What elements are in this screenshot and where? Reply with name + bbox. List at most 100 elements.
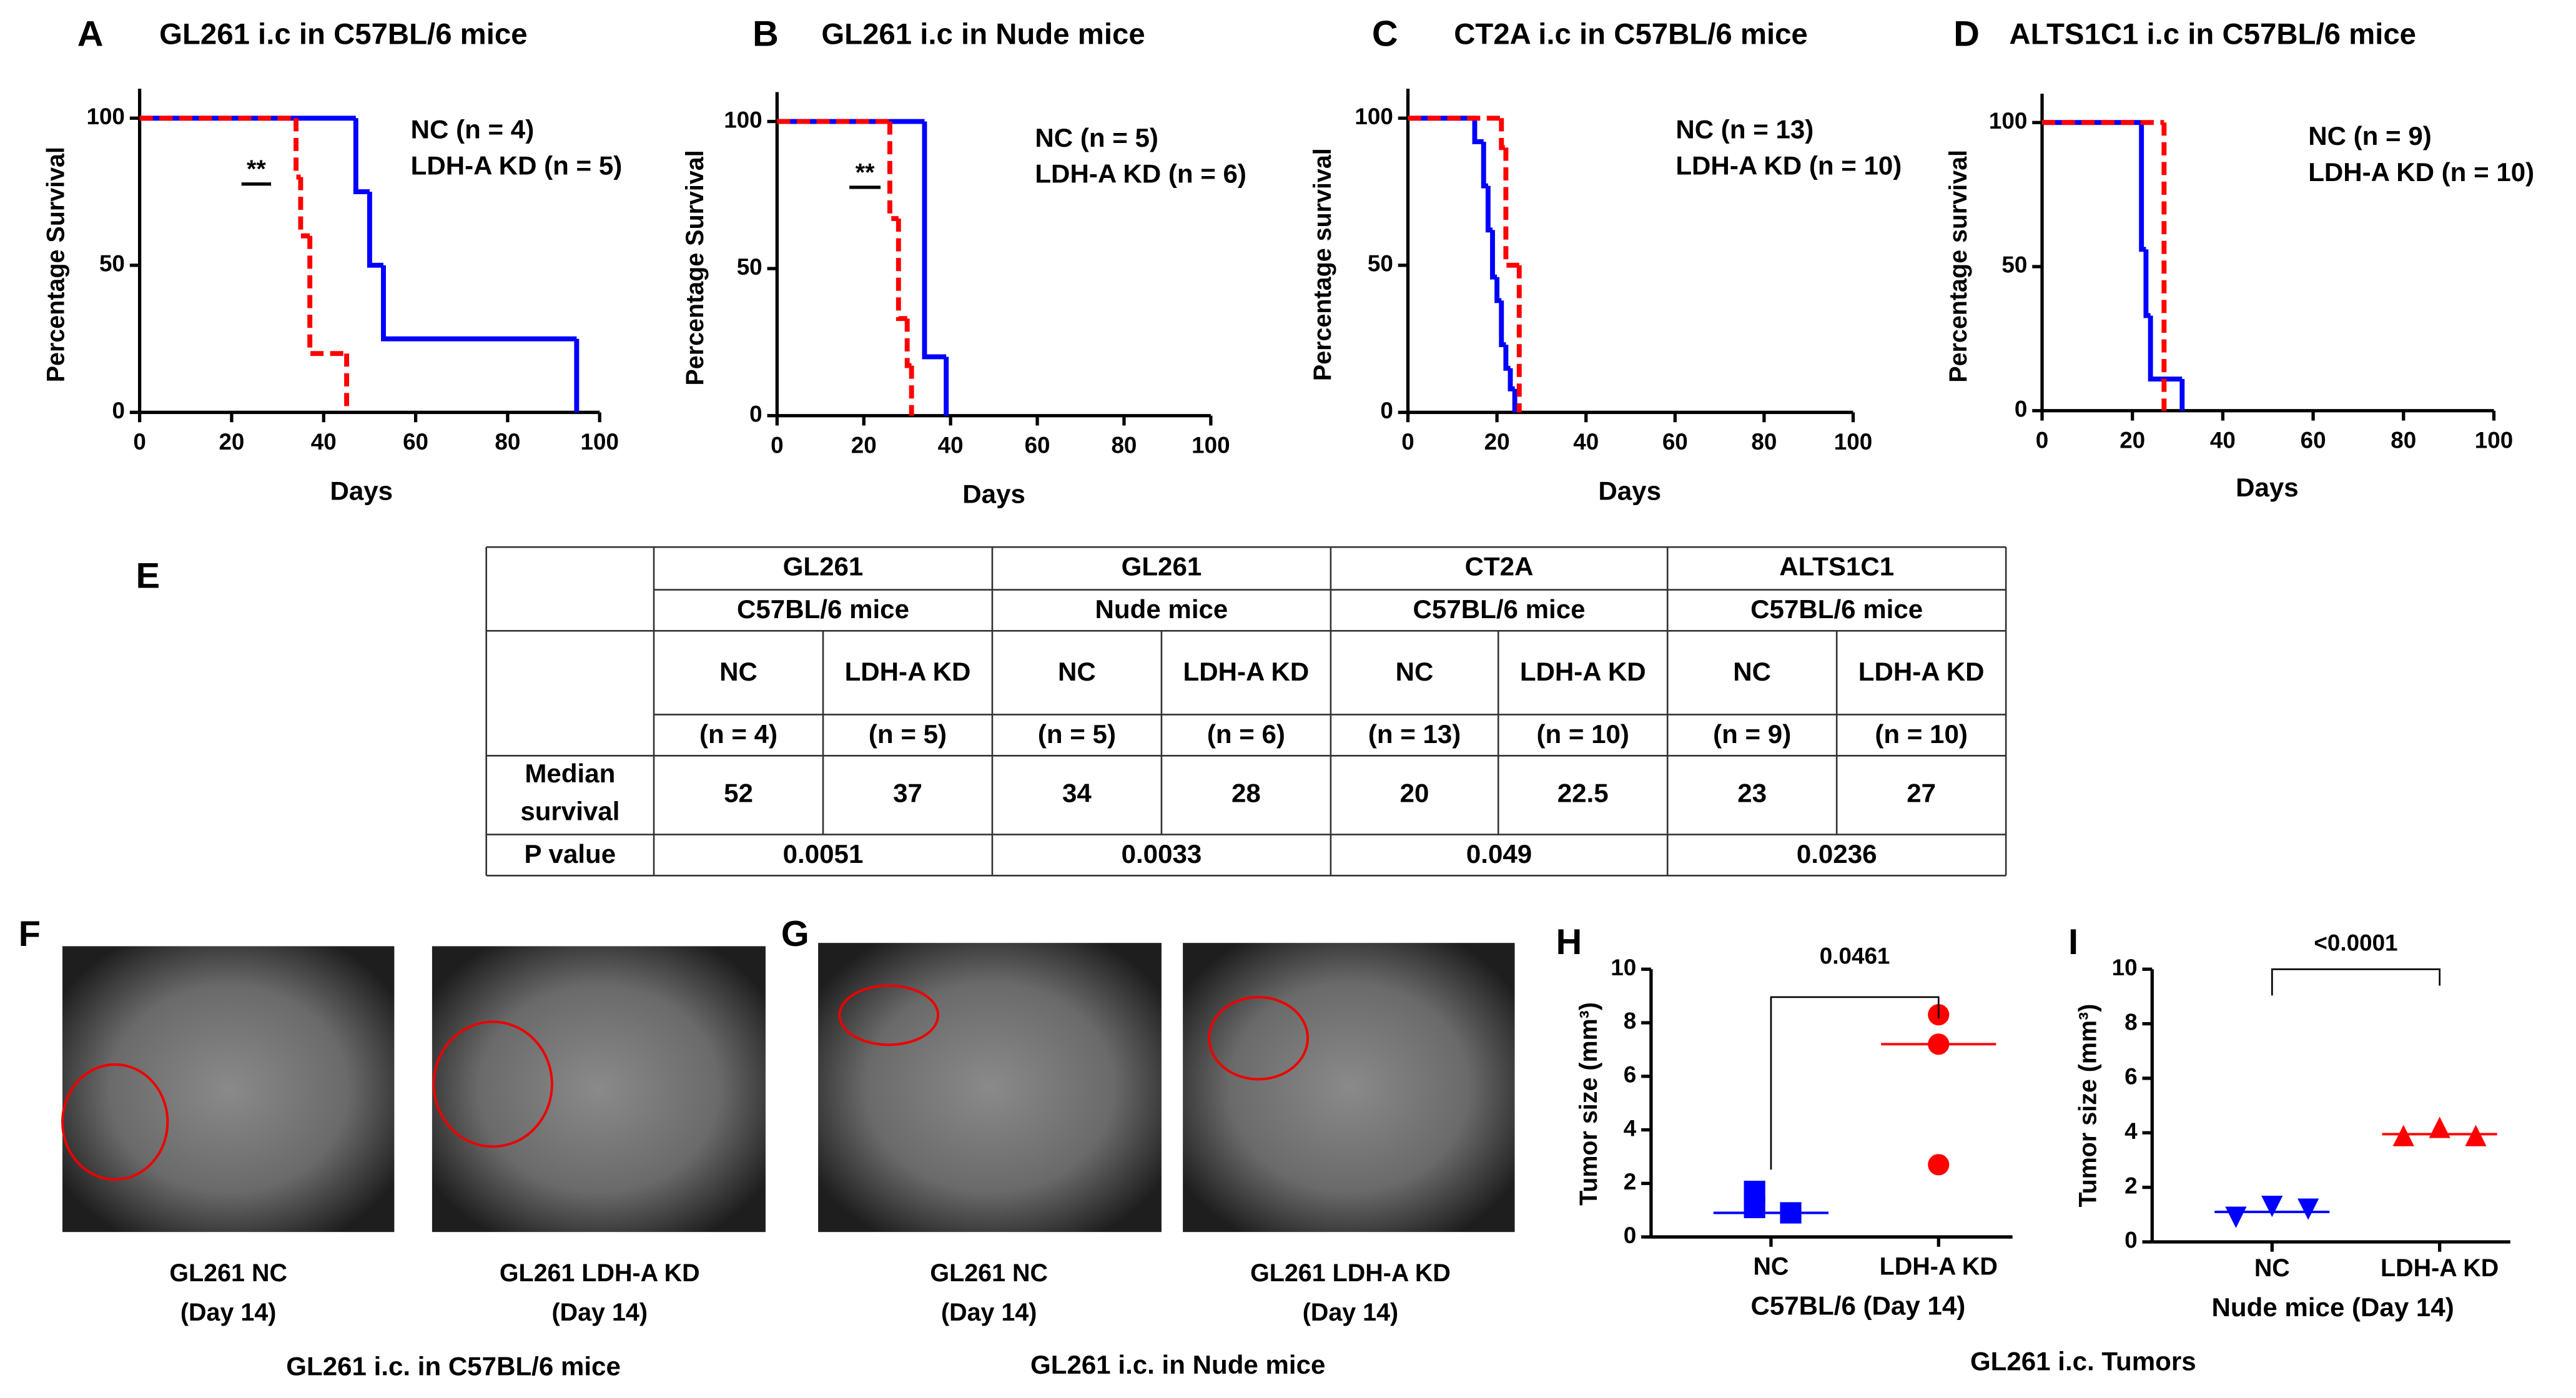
x-tick-label: 20 bbox=[219, 429, 244, 455]
x-tick-label: 100 bbox=[1192, 432, 1230, 458]
tumor-circle bbox=[61, 1063, 169, 1181]
survival-step bbox=[2139, 122, 2146, 252]
y-tick-label: 4 bbox=[1624, 1115, 1637, 1141]
significance-label: <0.0001 bbox=[2314, 930, 2397, 956]
table-cell: LDH-A KD bbox=[1520, 657, 1646, 686]
y-tick-label: 10 bbox=[1611, 955, 1636, 980]
image-caption: (Day 14) bbox=[551, 1299, 648, 1326]
y-tick-label: 100 bbox=[1989, 108, 2027, 134]
mri-images bbox=[61, 943, 1515, 1233]
y-tick-label: 0 bbox=[1624, 1223, 1636, 1248]
y-tick-label: 100 bbox=[724, 107, 762, 132]
legend-entry: NC (n = 5) bbox=[1035, 123, 1158, 152]
survival-step bbox=[1494, 277, 1502, 303]
table-cell: ALTS1C1 bbox=[1779, 551, 1894, 581]
x-tick-label: 20 bbox=[2120, 428, 2145, 453]
survival-step bbox=[1503, 345, 1511, 371]
table-cell: (n = 4) bbox=[699, 719, 777, 749]
table-cell: NC bbox=[1733, 657, 1771, 686]
image-caption: GL261 LDH-A KD bbox=[1250, 1259, 1451, 1287]
table-cell: GL261 bbox=[1122, 551, 1202, 581]
x-tick-label: 40 bbox=[938, 432, 964, 458]
x-tick-label: 20 bbox=[1484, 429, 1510, 455]
data-point bbox=[2297, 1198, 2319, 1220]
legend-entry: LDH-A KD (n = 10) bbox=[2308, 157, 2534, 187]
table-cell: LDH-A KD bbox=[1183, 657, 1310, 686]
table-cell: 0.049 bbox=[1466, 839, 1532, 869]
table-cell: 20 bbox=[1400, 779, 1429, 808]
data-point bbox=[2261, 1196, 2283, 1218]
survival-step bbox=[298, 177, 310, 239]
table-cell: 28 bbox=[1231, 779, 1261, 808]
group-caption: GL261 i.c. in Nude mice bbox=[1030, 1350, 1325, 1379]
table-cell: NC bbox=[1396, 657, 1434, 686]
row-label: Median bbox=[525, 759, 615, 788]
x-tick-label: 80 bbox=[2391, 428, 2416, 453]
y-tick-label: 100 bbox=[86, 104, 124, 129]
y-tick-label: 0 bbox=[112, 398, 124, 423]
panel-label: B bbox=[753, 14, 779, 54]
y-tick-label: 4 bbox=[2124, 1118, 2138, 1144]
table-cell: 37 bbox=[893, 779, 922, 808]
image-caption: (Day 14) bbox=[180, 1299, 277, 1326]
row-label: survival bbox=[520, 796, 619, 825]
survival-step bbox=[896, 219, 907, 322]
mri-image bbox=[1183, 943, 1515, 1233]
x-tick-label: 100 bbox=[1834, 429, 1872, 455]
legend-entry: LDH-A KD (n = 6) bbox=[1035, 159, 1246, 189]
x-axis-label: Days bbox=[962, 480, 1025, 509]
x-tick-label: 80 bbox=[1751, 429, 1777, 455]
tumor-circle bbox=[432, 1020, 553, 1148]
group-caption: GL261 i.c. Tumors bbox=[1970, 1347, 2196, 1376]
significance-bracket bbox=[1770, 996, 1940, 1170]
x-tick-label: 0 bbox=[2036, 428, 2048, 453]
panel-label: D bbox=[1953, 14, 1980, 54]
legend-entry: LDH-A KD (n = 10) bbox=[1675, 151, 1902, 180]
x-axis-label: C57BL/6 (Day 14) bbox=[1750, 1291, 1965, 1320]
table-cell: 0.0236 bbox=[1797, 839, 1877, 869]
table-cell: Nude mice bbox=[1095, 594, 1228, 624]
mri-image bbox=[432, 946, 766, 1233]
panel-label: F bbox=[19, 914, 41, 954]
table-cell: (n = 13) bbox=[1368, 719, 1461, 749]
significance-label: ** bbox=[247, 155, 266, 183]
y-tick-label: 0 bbox=[749, 401, 762, 426]
significance-label: ** bbox=[856, 159, 875, 186]
survival-step bbox=[294, 118, 301, 180]
y-tick-label: 8 bbox=[2124, 1009, 2137, 1035]
y-axis-label: Percentage Survival bbox=[681, 150, 709, 385]
table-cell: 27 bbox=[1907, 779, 1936, 808]
survival-step bbox=[381, 265, 577, 342]
table-cell: 34 bbox=[1062, 779, 1092, 808]
survival-step bbox=[1472, 118, 1484, 144]
y-axis-label: Tumor size (mm³) bbox=[1575, 1002, 1602, 1206]
legend-entry: NC (n = 9) bbox=[2308, 121, 2432, 150]
x-tick-label: 60 bbox=[1025, 432, 1050, 458]
panel-label: H bbox=[1556, 922, 1582, 962]
chart-title: GL261 i.c in C57BL/6 mice bbox=[159, 18, 527, 51]
x-tick-label: NC bbox=[2254, 1254, 2290, 1282]
table-cell: NC bbox=[1058, 657, 1096, 686]
legend-entry: LDH-A KD (n = 5) bbox=[411, 151, 623, 180]
x-tick-label: 80 bbox=[1111, 432, 1137, 458]
table-cell: CT2A bbox=[1465, 551, 1534, 581]
x-axis-label: Days bbox=[1598, 476, 1661, 505]
chart-title: GL261 i.c in Nude mice bbox=[821, 18, 1145, 51]
table-cell: (n = 6) bbox=[1207, 719, 1285, 749]
y-tick-label: 0 bbox=[1380, 398, 1393, 423]
table-cell: LDH-A KD bbox=[845, 657, 971, 686]
y-axis-label: Tumor size (mm³) bbox=[2075, 1004, 2102, 1208]
panel-label: E bbox=[136, 556, 160, 596]
x-axis-label: Nude mice (Day 14) bbox=[2212, 1292, 2454, 1322]
data-point bbox=[2392, 1125, 2414, 1146]
panel-label: I bbox=[2068, 922, 2078, 962]
row-label: P value bbox=[525, 839, 616, 869]
table-cell: 23 bbox=[1737, 779, 1767, 808]
chart-title: CT2A i.c in C57BL/6 mice bbox=[1454, 18, 1808, 51]
survival-step bbox=[307, 235, 347, 357]
y-axis-label: Percentage survival bbox=[1309, 148, 1336, 381]
significance-label: 0.0461 bbox=[1820, 943, 1890, 969]
x-tick-label: 60 bbox=[1662, 429, 1688, 455]
x-tick-label: 40 bbox=[311, 429, 337, 455]
